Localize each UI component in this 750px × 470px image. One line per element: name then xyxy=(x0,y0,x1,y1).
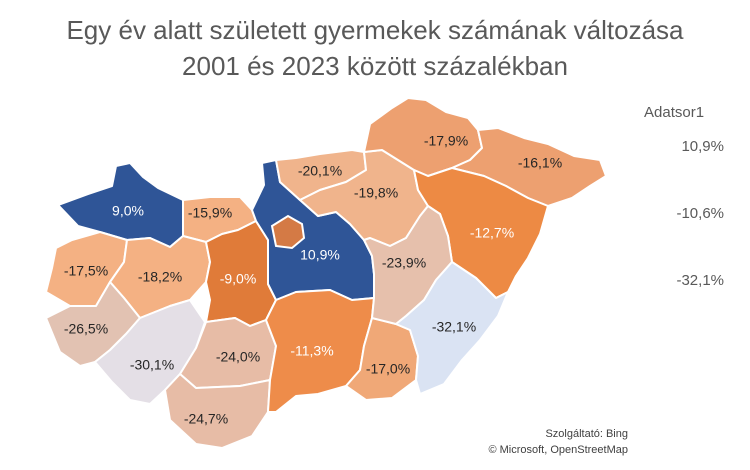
chart-subtitle: 2001 és 2023 között százalékban xyxy=(182,51,568,81)
region-value-label: -18,2% xyxy=(138,269,182,285)
map-attribution-copyright: © Microsoft, OpenStreetMap xyxy=(488,444,628,456)
region-value-label: 9,0% xyxy=(112,203,144,219)
region-value-label: -24,0% xyxy=(216,349,260,365)
region-value-label: -30,1% xyxy=(130,357,174,373)
legend-entry-max: 10,9% xyxy=(681,138,724,155)
region-value-label: -24,7% xyxy=(184,411,228,427)
region-value-label: -12,7% xyxy=(470,225,514,241)
region-value-label: -11,3% xyxy=(290,343,333,359)
region-value-label: -26,5% xyxy=(64,321,108,337)
region-value-label: -19,8% xyxy=(354,185,398,201)
map-attribution-provider: Szolgáltató: Bing xyxy=(545,428,628,440)
region-value-label: -17,0% xyxy=(366,361,410,377)
region-value-label: -32,1% xyxy=(432,319,476,335)
legend-entry-mid: -10,6% xyxy=(676,205,724,222)
region-value-label: -15,9% xyxy=(188,205,232,221)
region-value-label: -20,1% xyxy=(298,163,342,179)
region-value-label: -17,5% xyxy=(64,263,108,279)
region-value-label: -17,9% xyxy=(424,133,468,149)
region-value-label: -16,1% xyxy=(518,155,562,171)
capital-region xyxy=(270,214,306,250)
county-region xyxy=(395,261,509,395)
region-value-label: 10,9% xyxy=(300,247,340,263)
legend-title: Adatsor1 xyxy=(644,104,705,121)
legend-entry-min: -32,1% xyxy=(676,272,724,289)
region-value-label: -9,0% xyxy=(220,271,257,287)
region-value-label: -23,9% xyxy=(382,255,426,271)
chart-title: Egy év alatt született gyermekek számána… xyxy=(66,15,684,45)
